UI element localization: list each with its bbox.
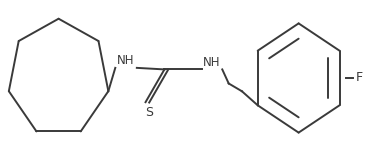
Text: F: F <box>355 71 363 84</box>
Text: NH: NH <box>116 54 134 67</box>
Text: NH: NH <box>203 56 221 69</box>
Text: S: S <box>145 106 153 119</box>
